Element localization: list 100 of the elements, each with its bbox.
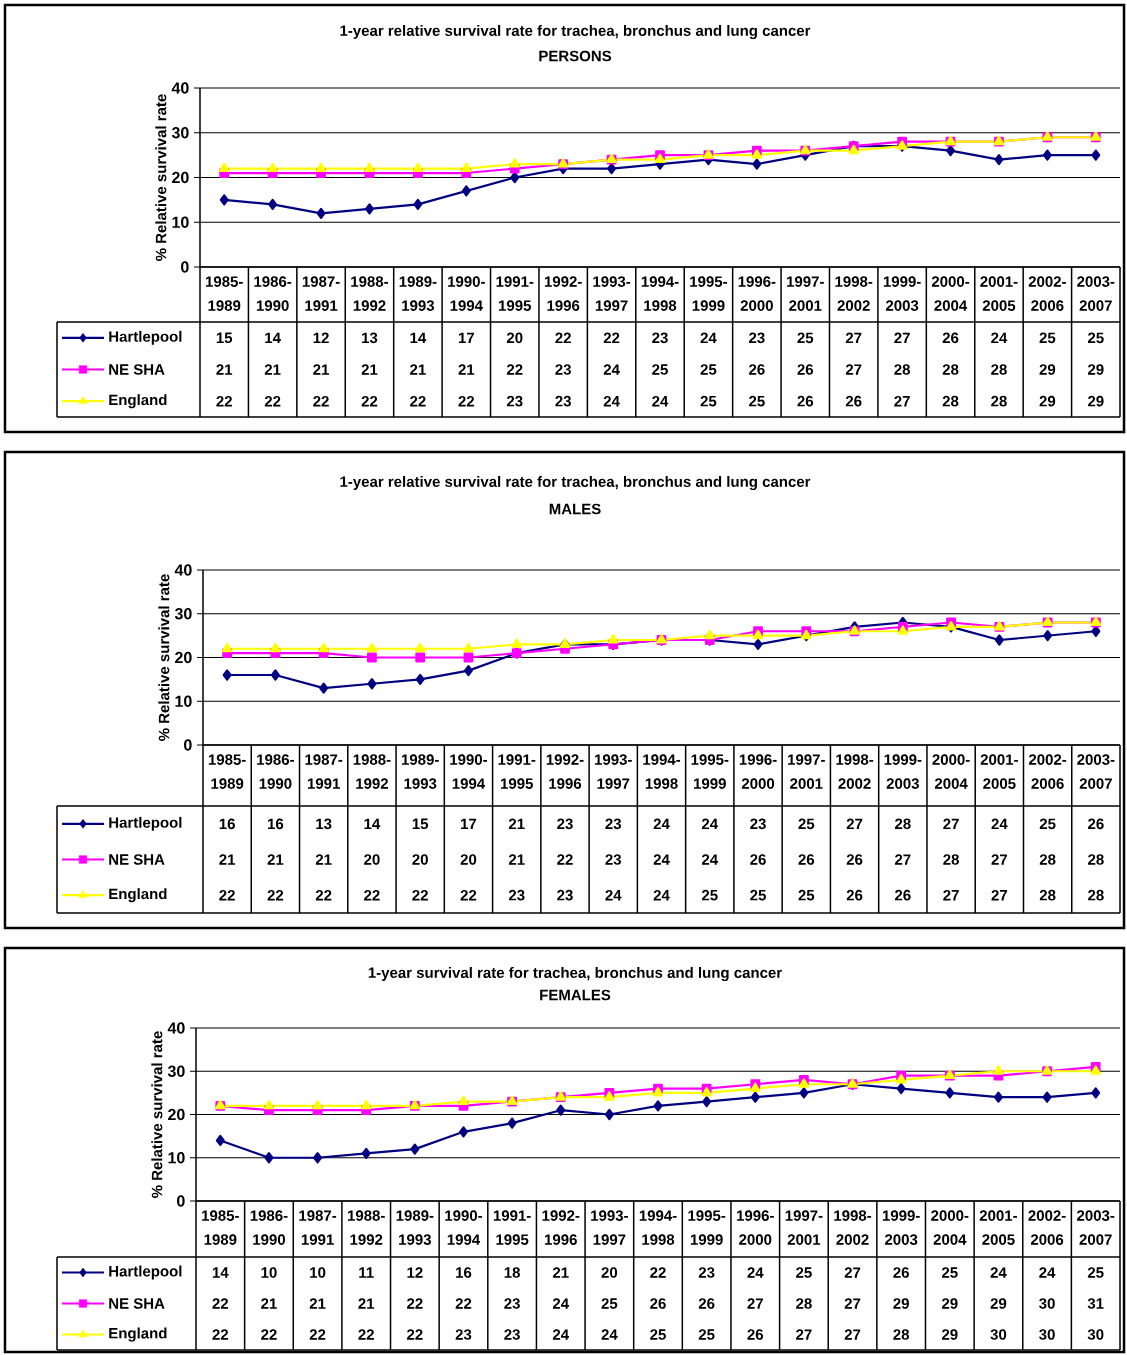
data-label: 21 bbox=[264, 364, 281, 375]
legend-label: England bbox=[109, 888, 167, 903]
data-label: 26 bbox=[749, 364, 765, 375]
data-label: 20 bbox=[412, 854, 428, 865]
data-label: 24 bbox=[653, 818, 670, 830]
data-label: 25 bbox=[1087, 332, 1104, 344]
data-label: 27 bbox=[844, 1329, 861, 1340]
data-label: 22 bbox=[555, 332, 571, 344]
data-label: 26 bbox=[893, 1267, 909, 1278]
data-label: 30 bbox=[990, 1329, 1007, 1340]
y-tick-label: 10 bbox=[172, 216, 189, 228]
data-label: 27 bbox=[943, 889, 959, 901]
data-label: 23 bbox=[652, 332, 668, 344]
x-tick-label: 1986-1990 bbox=[254, 276, 292, 311]
data-label: 29 bbox=[893, 1298, 909, 1309]
data-label: 28 bbox=[942, 364, 959, 375]
x-tick-label: 1990-1994 bbox=[445, 1210, 483, 1245]
data-label: 31 bbox=[1087, 1298, 1104, 1309]
chart-title: 1-year survival rate for trachea, bronchus and lung cancer bbox=[368, 966, 782, 982]
data-label: 25 bbox=[700, 395, 717, 407]
data-label: 25 bbox=[750, 889, 766, 901]
data-label: 10 bbox=[261, 1267, 277, 1278]
data-label: 22 bbox=[458, 395, 475, 407]
data-label: 22 bbox=[650, 1267, 666, 1278]
data-label: 22 bbox=[412, 889, 428, 901]
data-label: 25 bbox=[941, 1267, 958, 1278]
y-tick-label: 30 bbox=[171, 127, 189, 139]
data-label: 26 bbox=[846, 854, 863, 865]
chart-title: 1-year relative survival rate for trachea, bronchus and lung cancer bbox=[340, 475, 811, 491]
chart-subtitle: MALES bbox=[549, 503, 601, 515]
x-tick-label: 1991-1995 bbox=[498, 754, 536, 789]
data-label: 29 bbox=[990, 1298, 1007, 1309]
data-label: 24 bbox=[603, 395, 620, 407]
data-label: 14 bbox=[364, 818, 381, 829]
data-label: 27 bbox=[747, 1298, 763, 1309]
data-label: 22 bbox=[364, 889, 380, 901]
data-label: 12 bbox=[313, 332, 329, 344]
x-tick-label: 2000-2004 bbox=[931, 276, 970, 311]
data-label: 27 bbox=[844, 1267, 861, 1278]
data-label: 29 bbox=[1039, 364, 1056, 375]
data-label: 26 bbox=[747, 1329, 764, 1340]
data-label: 22 bbox=[315, 889, 332, 901]
data-label: 15 bbox=[412, 818, 429, 830]
x-tick-label: 2001-2005 bbox=[979, 1210, 1017, 1245]
data-label: 23 bbox=[555, 364, 571, 375]
x-tick-label: 1990-1994 bbox=[450, 754, 488, 789]
data-label: 23 bbox=[555, 395, 571, 407]
data-label: 27 bbox=[845, 364, 862, 375]
x-tick-label: 1985-1989 bbox=[205, 276, 243, 311]
data-label: 23 bbox=[605, 854, 622, 865]
data-label: 25 bbox=[698, 1329, 715, 1340]
y-tick-label: 10 bbox=[168, 1152, 185, 1164]
data-label: 30 bbox=[1039, 1329, 1055, 1340]
data-label: 23 bbox=[504, 1329, 520, 1340]
x-tick-label: 1999-2003 bbox=[884, 754, 922, 789]
data-label: 21 bbox=[410, 364, 426, 375]
data-label: 21 bbox=[216, 364, 233, 375]
x-tick-label: 2000-2004 bbox=[932, 754, 970, 789]
data-label: 23 bbox=[749, 332, 765, 344]
x-tick-label: 1999-2003 bbox=[883, 276, 921, 311]
x-tick-label: 2003-2007 bbox=[1077, 1210, 1115, 1245]
data-label: 27 bbox=[845, 332, 862, 344]
data-label: 23 bbox=[698, 1267, 715, 1278]
legend-label: Hartlepool bbox=[109, 330, 182, 345]
data-label: 28 bbox=[943, 854, 959, 865]
x-tick-label: 2000-2004 bbox=[931, 1210, 969, 1245]
data-label: 27 bbox=[844, 1298, 861, 1309]
data-label: 10 bbox=[310, 1267, 326, 1278]
legend-label: NE SHA bbox=[109, 364, 165, 375]
data-label: 27 bbox=[895, 854, 911, 865]
chart-subtitle: FEMALES bbox=[540, 989, 611, 1001]
y-tick-label: 40 bbox=[174, 564, 192, 576]
legend-label: England bbox=[109, 394, 167, 409]
data-label: 23 bbox=[557, 818, 573, 830]
data-label: 28 bbox=[893, 1329, 910, 1340]
data-label: 22 bbox=[212, 1298, 229, 1309]
data-label: 22 bbox=[361, 395, 378, 407]
data-label: 22 bbox=[455, 1298, 472, 1309]
data-label: 24 bbox=[653, 854, 670, 865]
data-label: 22 bbox=[261, 1329, 277, 1340]
data-label: 24 bbox=[552, 1329, 569, 1340]
y-axis-title: % Relative survival rate bbox=[158, 574, 170, 741]
data-label: 23 bbox=[455, 1329, 472, 1340]
data-label: 26 bbox=[698, 1298, 715, 1309]
x-tick-label: 1998-2002 bbox=[835, 276, 873, 311]
data-label: 25 bbox=[601, 1298, 618, 1309]
x-tick-label: 1991-1995 bbox=[493, 1210, 531, 1245]
data-label: 25 bbox=[1039, 332, 1056, 344]
x-tick-label: 1987-1991 bbox=[302, 276, 340, 311]
data-label: 25 bbox=[1039, 818, 1056, 830]
data-label: 15 bbox=[216, 332, 233, 344]
x-tick-label: 1995-1999 bbox=[688, 1210, 726, 1245]
data-label: 26 bbox=[845, 395, 862, 407]
data-label: 28 bbox=[1088, 889, 1104, 901]
x-tick-label: 1987-1991 bbox=[299, 1210, 337, 1245]
data-label: 30 bbox=[1087, 1329, 1104, 1340]
data-label: 26 bbox=[798, 854, 815, 865]
data-label: 17 bbox=[458, 332, 474, 343]
data-label: 25 bbox=[796, 1267, 812, 1278]
x-tick-label: 1988-1992 bbox=[353, 754, 391, 789]
